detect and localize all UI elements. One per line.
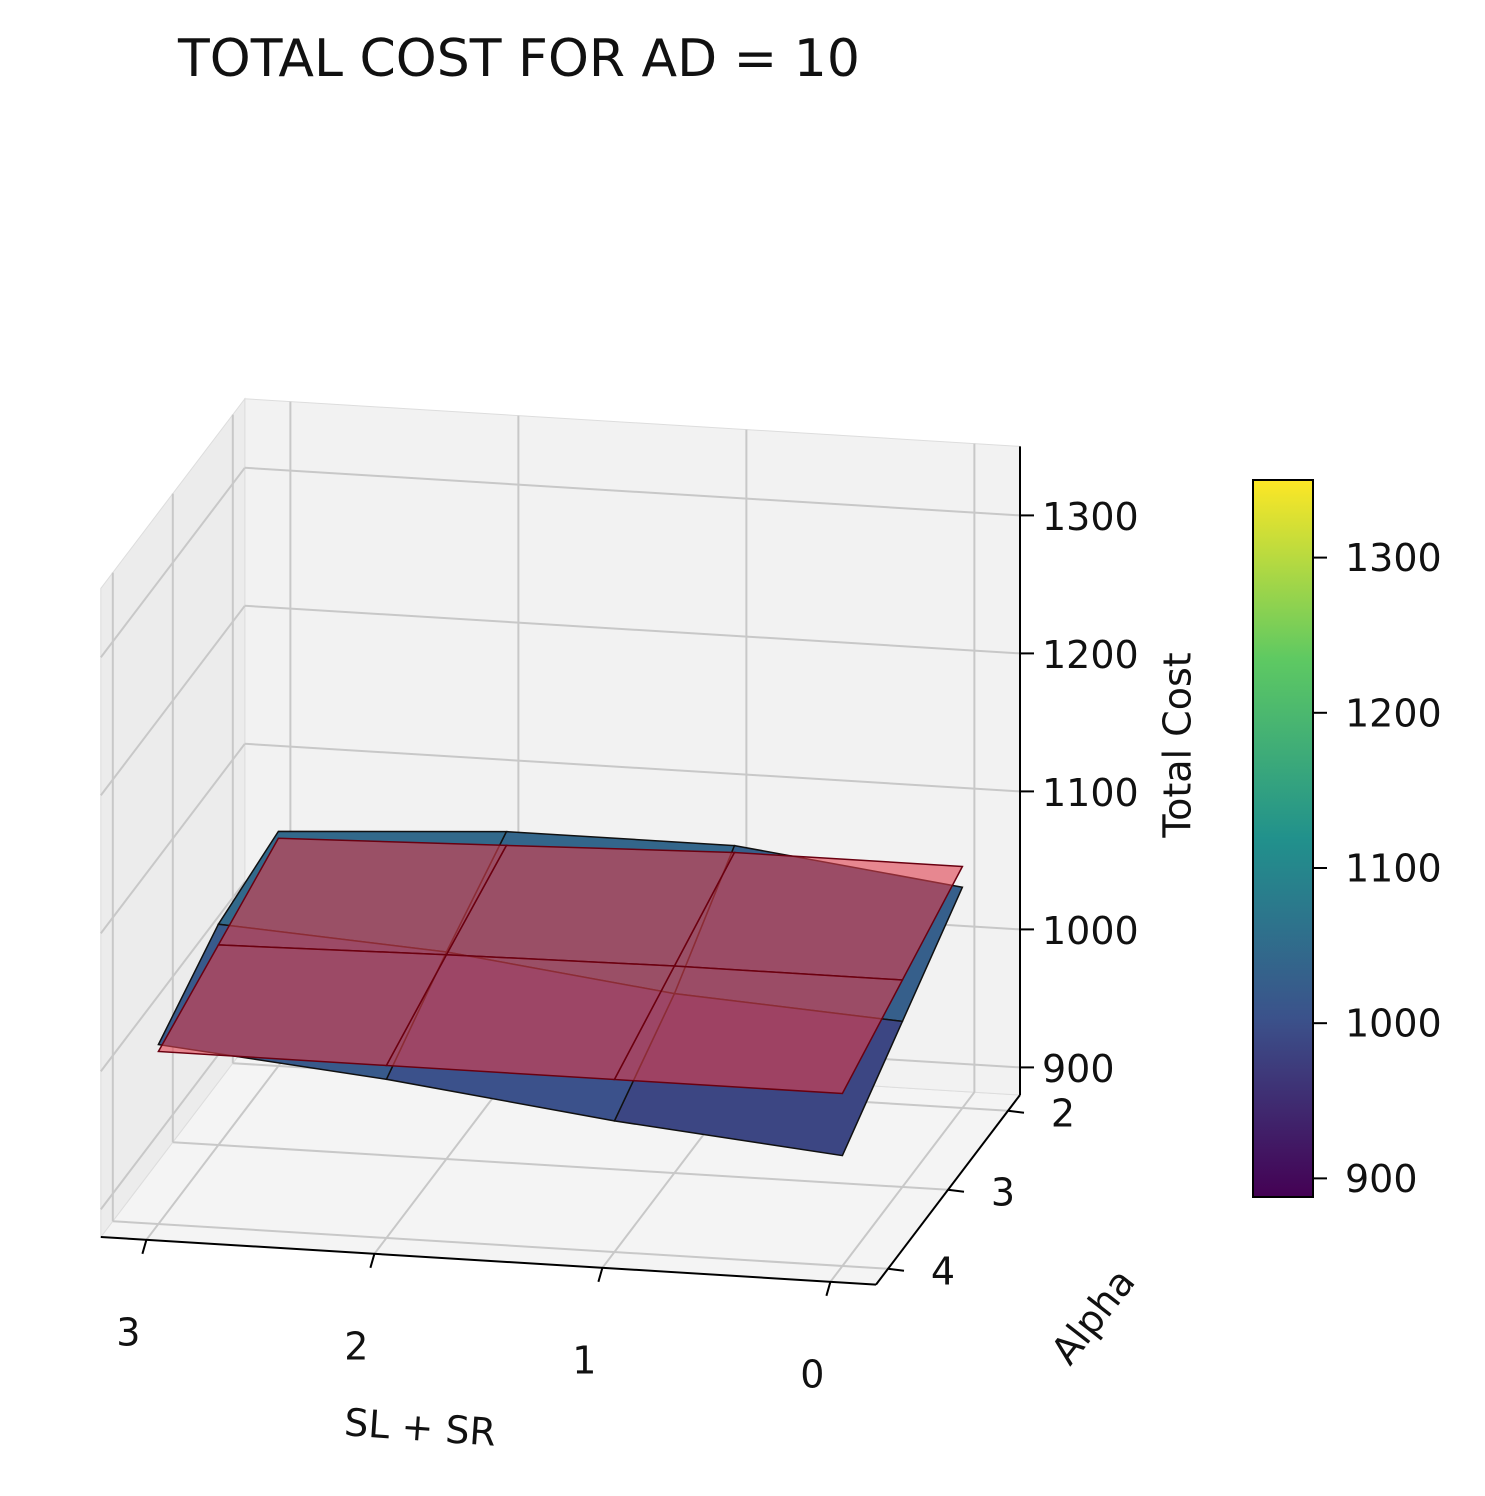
z-axis-label: Total Cost [1156, 652, 1200, 838]
grid-line [100, 605, 246, 797]
grid-line [112, 1220, 889, 1270]
grid-line [172, 1141, 949, 1191]
y-axis-line [875, 1094, 1021, 1286]
z-tick-label: 1200 [1042, 633, 1139, 677]
z-tick-label: 1100 [1042, 771, 1139, 815]
y-tick-label: 4 [931, 1249, 955, 1293]
x-tick [597, 1267, 604, 1283]
y-axis-label: Alpha [1042, 1260, 1143, 1372]
colorbar-tick-label: 1300 [1345, 536, 1442, 580]
grid-line [244, 742, 1021, 793]
x-tick-label: 1 [572, 1338, 596, 1382]
chart-title: TOTAL COST FOR AD = 10 [177, 29, 860, 89]
x-tick-label: 2 [344, 1324, 368, 1368]
colorbar-tick-label: 900 [1345, 1157, 1418, 1201]
colorbar-gradient [1252, 479, 1314, 1198]
grid-line [244, 604, 1021, 655]
x-tick [141, 1239, 148, 1255]
colorbar-tick-label: 1200 [1345, 691, 1442, 735]
z-tick-label: 1300 [1042, 495, 1139, 539]
z-tick-label: 900 [1042, 1047, 1115, 1091]
grid-line [100, 881, 246, 1073]
x-tick [825, 1281, 832, 1297]
grid-line [100, 467, 246, 659]
y-tick [1007, 1109, 1025, 1114]
grid-line [244, 466, 1021, 517]
x-tick-label: 0 [800, 1352, 824, 1396]
grid-line [100, 743, 246, 935]
y-tick-label: 3 [991, 1170, 1015, 1214]
colorbar: 900 1000 1100 1200 1300 [1252, 479, 1442, 1201]
x-tick [369, 1253, 376, 1269]
y-tick-label: 2 [1051, 1091, 1075, 1135]
x-tick-label: 3 [116, 1310, 140, 1354]
x-axis-line [100, 1236, 877, 1286]
y-tick [947, 1188, 965, 1193]
z-tick-label: 1000 [1042, 909, 1139, 953]
surfaces [157, 830, 964, 1157]
colorbar-tick-label: 1000 [1345, 1002, 1442, 1046]
y-tick [887, 1267, 905, 1272]
colorbar-tick-label: 1100 [1345, 846, 1442, 890]
x-axis-label: SL + SR [343, 1400, 498, 1454]
fit-face [157, 944, 448, 1067]
